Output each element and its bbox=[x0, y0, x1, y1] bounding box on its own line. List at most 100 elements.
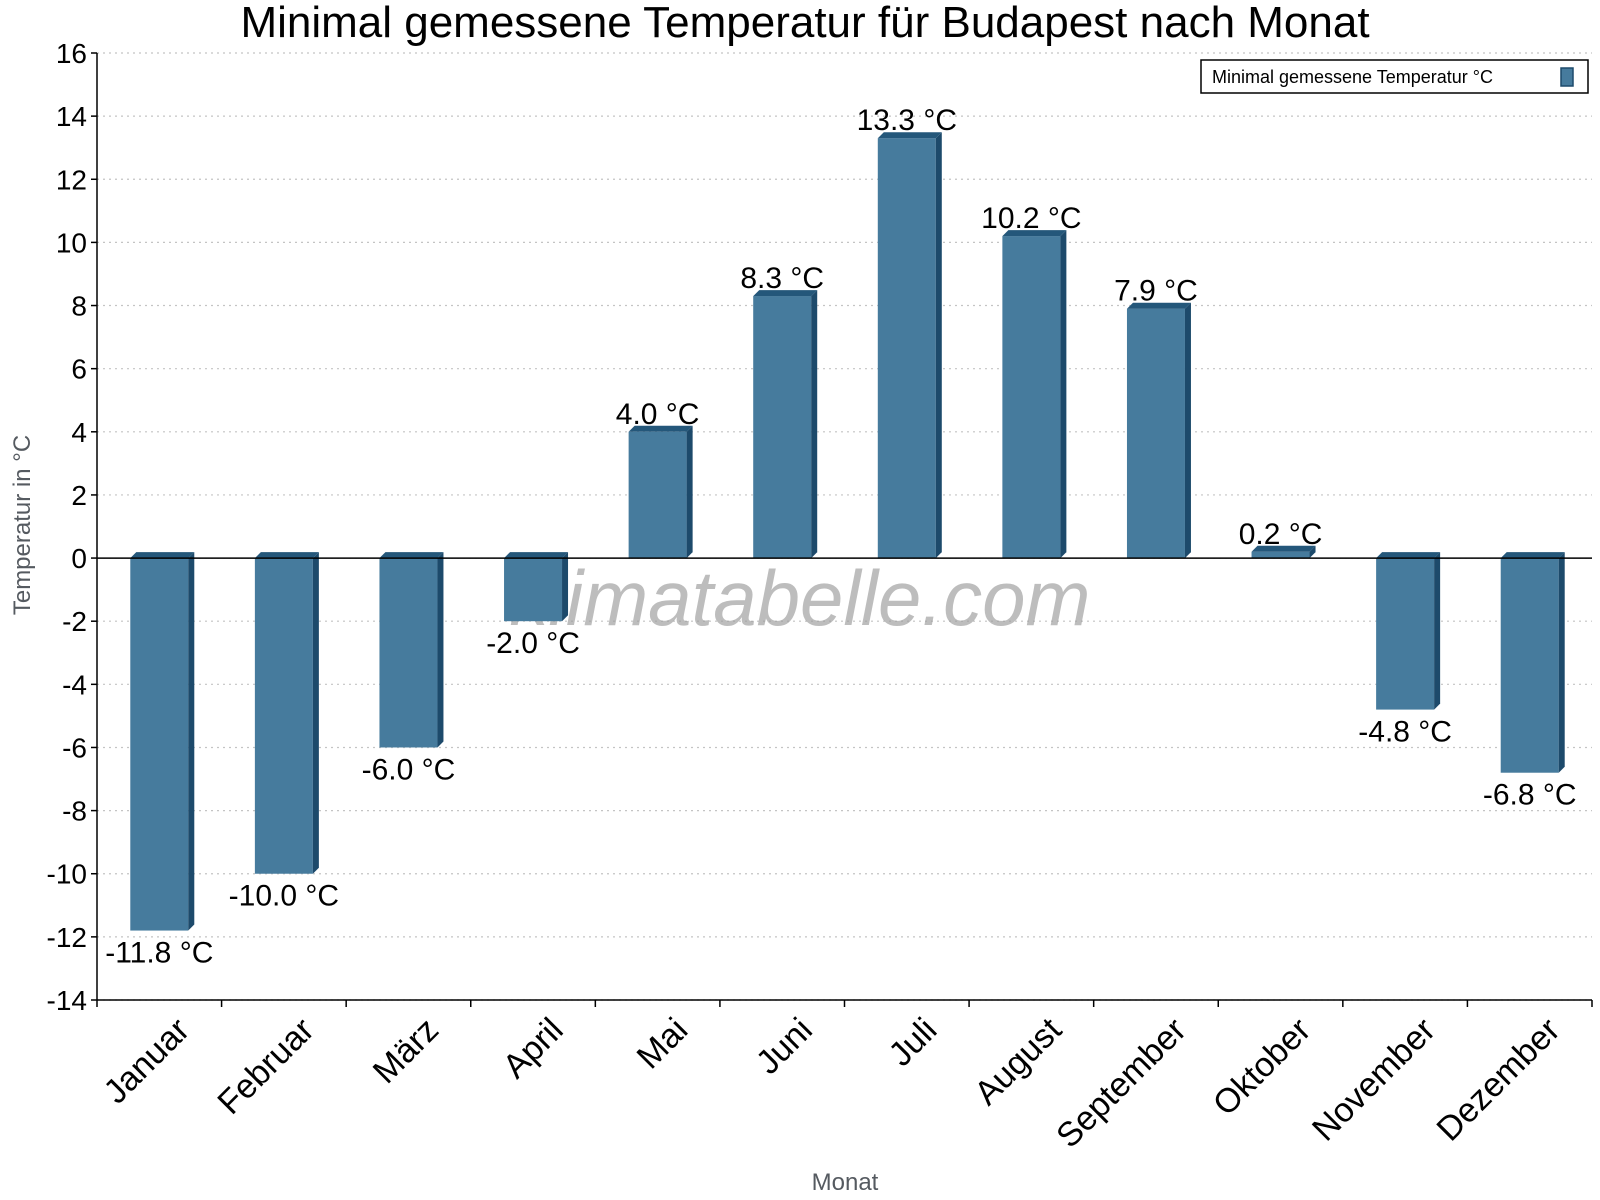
bar-front bbox=[1251, 551, 1310, 559]
legend: Minimal gemessene Temperatur °C bbox=[1200, 59, 1589, 94]
y-tick-label: -14 bbox=[47, 985, 87, 1016]
bar-top bbox=[254, 552, 319, 559]
bar-side bbox=[1434, 552, 1441, 710]
data-label: 7.9 °C bbox=[1114, 275, 1198, 308]
x-tick-label: Dezember bbox=[1430, 1011, 1568, 1149]
bars bbox=[130, 132, 1565, 931]
bar-front bbox=[379, 558, 438, 748]
bar bbox=[504, 552, 569, 622]
bar-front bbox=[1500, 558, 1559, 773]
data-labels: -11.8 °C -10.0 °C -6.0 °C -2.0 °C 4.0 °C 8.3 … bbox=[105, 104, 1576, 969]
bar bbox=[1376, 552, 1441, 710]
y-tick-label: 8 bbox=[71, 291, 87, 322]
y-tick-label: 0 bbox=[71, 543, 87, 574]
bar bbox=[379, 552, 444, 748]
bar-side bbox=[437, 552, 444, 748]
y-axis-label: Temperatur in °C bbox=[9, 435, 36, 615]
bar-top bbox=[628, 425, 693, 432]
y-tick-label: 2 bbox=[71, 480, 87, 511]
y-tick-label: -6 bbox=[62, 732, 87, 763]
bar-front bbox=[1126, 308, 1185, 559]
x-tick-label: Januar bbox=[97, 1011, 197, 1111]
bar bbox=[1500, 552, 1565, 773]
bar-side bbox=[935, 132, 942, 559]
bar-side bbox=[188, 552, 195, 931]
x-axis-label: Monat bbox=[812, 1169, 879, 1196]
data-label: -6.8 °C bbox=[1483, 779, 1577, 812]
bar bbox=[1126, 302, 1191, 559]
bar-front bbox=[628, 431, 687, 559]
bar-side bbox=[1060, 230, 1067, 559]
bar-side bbox=[686, 425, 693, 559]
bar-top bbox=[877, 132, 942, 139]
bar bbox=[628, 425, 693, 559]
x-tick-label: August bbox=[967, 1010, 1069, 1112]
bar-top bbox=[1251, 545, 1316, 552]
bar-front bbox=[877, 138, 936, 559]
y-tick-label: 12 bbox=[56, 164, 87, 195]
bar-front bbox=[130, 558, 189, 931]
bar-top bbox=[1126, 302, 1191, 309]
chart-title: Minimal gemessene Temperatur für Budapes… bbox=[240, 0, 1369, 47]
bar-top bbox=[130, 552, 195, 559]
bar-front bbox=[753, 296, 812, 559]
legend-box bbox=[1200, 59, 1589, 94]
bar bbox=[254, 552, 319, 874]
x-tick-label: November bbox=[1305, 1011, 1443, 1149]
data-label: 8.3 °C bbox=[740, 262, 824, 295]
y-tick-label: -2 bbox=[62, 606, 87, 637]
data-label: 13.3 °C bbox=[857, 104, 957, 137]
bar-side bbox=[312, 552, 319, 874]
y-tick-label: 4 bbox=[71, 417, 87, 448]
data-label: -6.0 °C bbox=[362, 753, 456, 786]
x-tick-label: Februar bbox=[210, 1011, 321, 1122]
bar-side bbox=[811, 290, 818, 559]
x-tick-label: April bbox=[496, 1011, 571, 1086]
bar-side bbox=[1309, 545, 1316, 559]
bar bbox=[753, 290, 818, 559]
x-tick-label: Oktober bbox=[1206, 1011, 1318, 1123]
grid bbox=[97, 52, 1592, 1001]
y-tick-label: 10 bbox=[56, 227, 87, 258]
data-label: 4.0 °C bbox=[616, 398, 700, 431]
data-label: 10.2 °C bbox=[981, 202, 1081, 235]
bar-side bbox=[562, 552, 569, 622]
bar bbox=[877, 132, 942, 559]
x-tick-label: Mai bbox=[630, 1011, 696, 1077]
data-label: -10.0 °C bbox=[229, 880, 339, 913]
bar-side bbox=[1184, 302, 1191, 559]
x-tick-label: März bbox=[366, 1011, 446, 1091]
data-label: -4.8 °C bbox=[1358, 716, 1452, 749]
bar-top bbox=[1376, 552, 1441, 559]
bar-top bbox=[379, 552, 444, 559]
y-tick-label: -4 bbox=[62, 669, 87, 700]
y-tick-label: -10 bbox=[47, 859, 87, 890]
data-label: -2.0 °C bbox=[486, 627, 580, 660]
legend-swatch bbox=[1560, 67, 1574, 87]
bar-top bbox=[1002, 230, 1067, 237]
data-label: -11.8 °C bbox=[105, 937, 213, 970]
bar-top bbox=[504, 552, 569, 559]
x-tick-label: Juni bbox=[749, 1011, 820, 1082]
bar-side bbox=[1558, 552, 1565, 773]
bar-top bbox=[1500, 552, 1565, 559]
y-tick-label: -12 bbox=[47, 922, 87, 953]
legend-label: Minimal gemessene Temperatur °C bbox=[1212, 67, 1493, 87]
bar bbox=[130, 552, 195, 931]
y-tick-label: -8 bbox=[62, 796, 87, 827]
bar-front bbox=[1002, 236, 1061, 559]
y-tick-label: 6 bbox=[71, 354, 87, 385]
x-tick-label: Juli bbox=[881, 1011, 944, 1074]
watermark: klimatabelle.com bbox=[510, 554, 1091, 642]
bar-front bbox=[254, 558, 313, 874]
bar bbox=[1002, 230, 1067, 559]
bar-front bbox=[504, 558, 563, 622]
y-tick-label: 14 bbox=[56, 101, 87, 132]
x-tick-label: September bbox=[1049, 1011, 1193, 1155]
y-tick-label: 16 bbox=[56, 38, 87, 69]
bar bbox=[1251, 545, 1316, 559]
bar-top bbox=[753, 290, 818, 297]
bar-front bbox=[1376, 558, 1435, 710]
